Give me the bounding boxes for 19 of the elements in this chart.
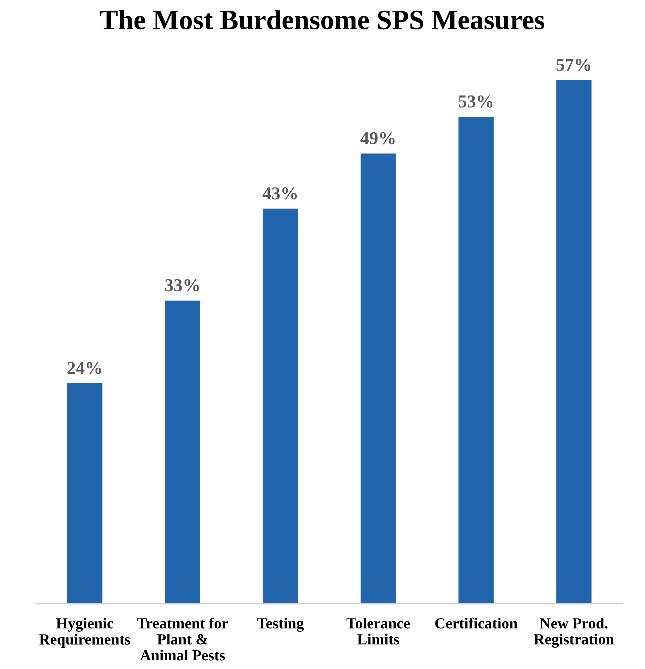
x-tick-label: New Prod. Registration <box>534 618 614 648</box>
x-tick-label: Testing <box>257 618 304 632</box>
x-tick-label: Certification <box>436 618 518 629</box>
bar <box>458 117 494 604</box>
x-tick-label: Treatment for Plant & Animal Pests <box>137 618 228 661</box>
bar <box>556 80 592 604</box>
data-label: 43% <box>262 188 298 200</box>
bar <box>360 154 396 604</box>
data-label: 24% <box>68 362 102 374</box>
data-label: 33% <box>165 279 200 292</box>
data-label: 49% <box>360 132 395 145</box>
bar <box>67 384 103 604</box>
x-tick-label: Tolerance Limits <box>346 618 410 645</box>
bar <box>165 300 200 604</box>
data-label: 53% <box>459 96 493 108</box>
x-tick-label: Hygienic Requirements <box>40 618 130 648</box>
data-label: 57% <box>556 58 591 72</box>
chart-title: The Most Burdensome SPS Measures <box>100 10 545 30</box>
bar <box>263 208 298 604</box>
